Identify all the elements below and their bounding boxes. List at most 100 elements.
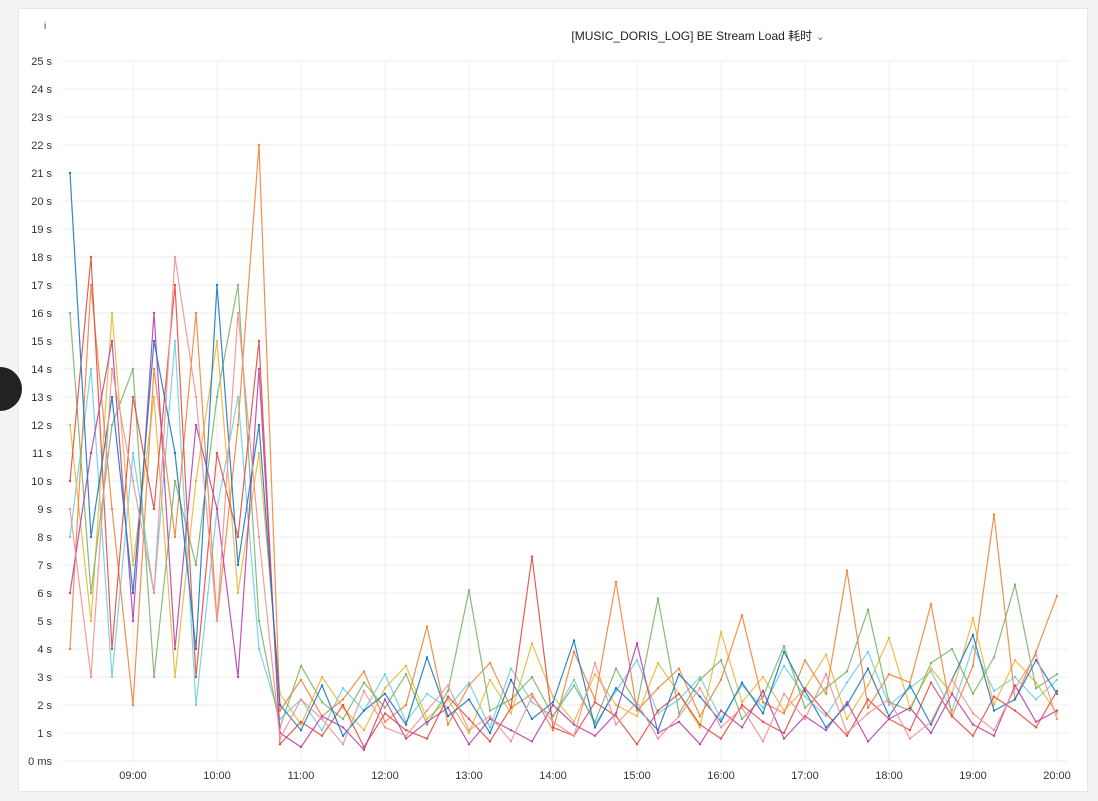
y-tick-label: 3 s: [37, 672, 52, 684]
data-point: [131, 479, 135, 483]
data-point: [152, 395, 156, 399]
data-point: [761, 706, 765, 709]
data-point: [467, 729, 471, 732]
data-point: [110, 311, 114, 315]
data-point: [740, 701, 744, 704]
data-point: [215, 395, 219, 399]
data-point: [992, 729, 996, 732]
data-point: [194, 563, 198, 567]
data-point: [698, 715, 702, 718]
data-point: [845, 734, 849, 737]
data-point: [257, 143, 261, 147]
data-point: [971, 723, 975, 726]
data-point: [593, 734, 597, 737]
data-point: [971, 633, 975, 637]
data-point: [824, 692, 828, 695]
data-point: [1013, 709, 1017, 712]
data-point: [89, 451, 93, 455]
data-point: [509, 712, 513, 715]
data-point: [362, 729, 366, 732]
data-point: [971, 664, 975, 667]
data-point: [782, 731, 786, 735]
data-point: [971, 617, 975, 620]
data-point: [446, 689, 450, 693]
y-tick-label: 12 s: [31, 420, 52, 432]
data-point: [908, 706, 912, 709]
data-point: [1034, 698, 1038, 701]
data-point: [635, 743, 639, 746]
data-point: [929, 681, 933, 684]
data-point: [530, 692, 534, 695]
data-point: [887, 703, 891, 707]
sidebar-toggle-button[interactable]: [0, 367, 22, 411]
data-point: [719, 659, 723, 662]
y-tick-label: 14 s: [31, 364, 52, 376]
data-point: [215, 451, 219, 455]
data-point: [467, 681, 471, 684]
data-point: [68, 591, 72, 595]
data-point: [383, 692, 387, 695]
data-point: [152, 591, 156, 595]
data-point: [950, 692, 954, 695]
data-point: [341, 743, 345, 746]
data-point: [173, 479, 177, 483]
y-tick-label: 15 s: [31, 336, 52, 348]
data-point: [236, 675, 240, 679]
data-point: [761, 695, 765, 698]
data-point: [803, 659, 807, 662]
data-point: [656, 737, 660, 740]
data-point: [341, 703, 345, 707]
panel-title[interactable]: [MUSIC_DORIS_LOG] BE Stream Load 耗时 ⌄: [19, 27, 1087, 44]
data-point: [131, 367, 135, 371]
data-point: [341, 717, 345, 721]
data-point: [257, 619, 261, 623]
panel-title-text: [MUSIC_DORIS_LOG] BE Stream Load 耗时: [571, 29, 813, 43]
data-point: [257, 535, 261, 539]
data-point: [677, 720, 681, 723]
data-point: [950, 647, 954, 651]
data-point: [530, 701, 534, 704]
data-point: [509, 740, 513, 743]
data-point: [236, 591, 240, 595]
data-point: [1013, 698, 1017, 701]
x-tick-label: 17:00: [791, 770, 819, 782]
data-point: [530, 695, 534, 698]
data-point: [950, 678, 954, 681]
data-point: [845, 731, 849, 735]
data-point: [824, 726, 828, 729]
data-point: [257, 339, 261, 343]
data-point: [89, 255, 93, 259]
data-point: [131, 591, 135, 595]
data-point: [152, 675, 156, 679]
data-point: [446, 715, 450, 718]
data-point: [1034, 659, 1038, 662]
x-tick-label: 16:00: [707, 770, 735, 782]
data-point: [614, 667, 618, 670]
data-point: [467, 731, 471, 735]
data-point: [1034, 726, 1038, 729]
info-icon[interactable]: i: [44, 21, 47, 32]
data-point: [467, 717, 471, 721]
data-point: [782, 712, 786, 715]
data-point: [866, 650, 870, 653]
data-point: [1013, 583, 1017, 586]
data-point: [383, 712, 387, 715]
y-tick-label: 4 s: [37, 644, 52, 656]
data-point: [992, 513, 996, 516]
data-point: [278, 743, 282, 746]
data-point: [299, 723, 303, 726]
data-point: [467, 684, 471, 687]
data-point: [509, 678, 513, 681]
y-axis: 0 ms 1 s 2 s 3 s 4 s 5 s 6 s 7 s 8 s 9 s 10 s 11 s 1…: [28, 56, 52, 768]
x-tick-label: 09:00: [119, 770, 147, 782]
data-point: [173, 451, 177, 455]
data-point: [887, 717, 891, 721]
data-point: [131, 395, 135, 399]
chevron-down-icon[interactable]: ⌄: [816, 32, 825, 43]
data-point: [446, 706, 450, 709]
data-point: [929, 603, 933, 606]
x-tick-label: 20:00: [1043, 770, 1071, 782]
data-point: [761, 689, 765, 693]
data-point: [1013, 687, 1017, 690]
